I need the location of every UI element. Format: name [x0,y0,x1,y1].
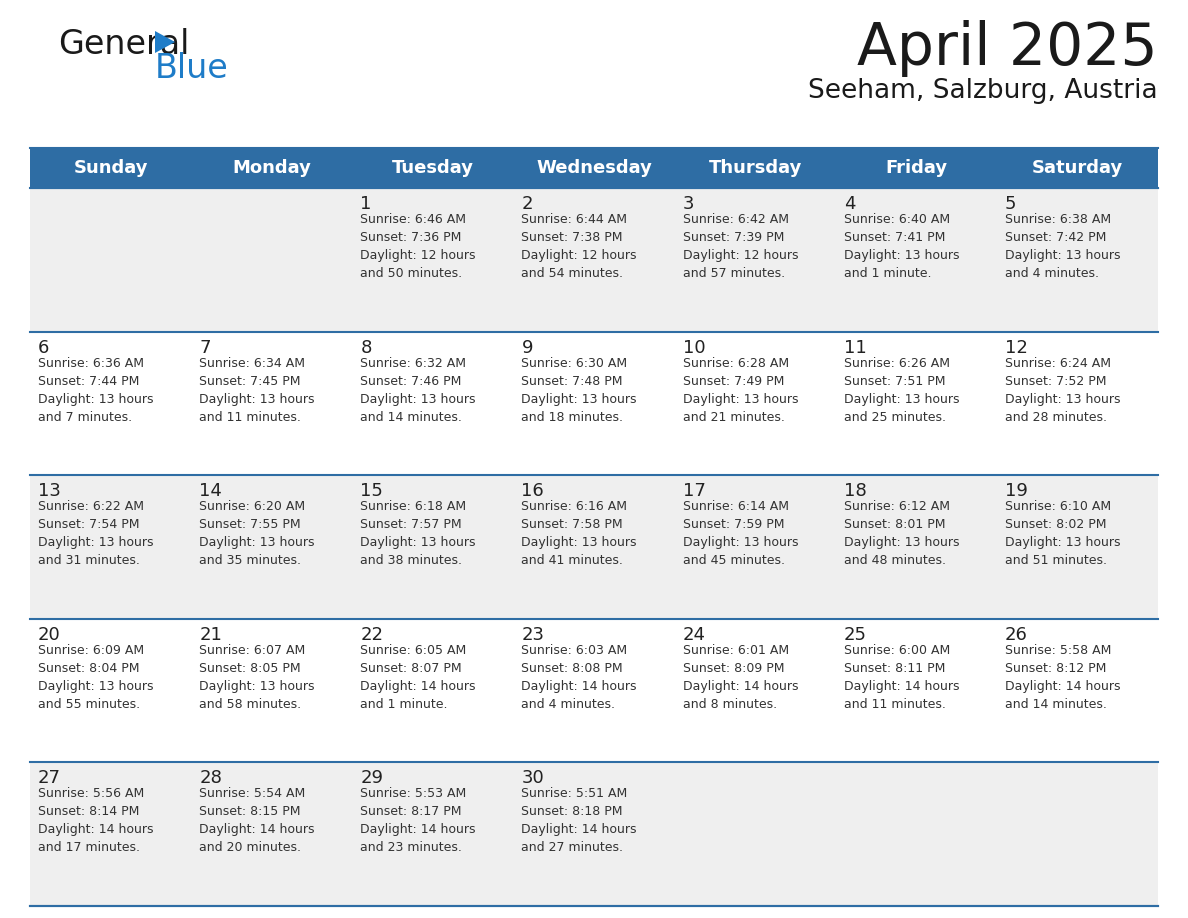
Text: Sunrise: 6:18 AM
Sunset: 7:57 PM
Daylight: 13 hours
and 38 minutes.: Sunrise: 6:18 AM Sunset: 7:57 PM Dayligh… [360,500,475,567]
Text: 1: 1 [360,195,372,213]
Text: Sunrise: 6:42 AM
Sunset: 7:39 PM
Daylight: 12 hours
and 57 minutes.: Sunrise: 6:42 AM Sunset: 7:39 PM Dayligh… [683,213,798,280]
Text: 13: 13 [38,482,61,500]
Text: Wednesday: Wednesday [536,159,652,177]
Text: Sunrise: 5:51 AM
Sunset: 8:18 PM
Daylight: 14 hours
and 27 minutes.: Sunrise: 5:51 AM Sunset: 8:18 PM Dayligh… [522,788,637,855]
Text: 27: 27 [38,769,61,788]
Text: Sunrise: 5:58 AM
Sunset: 8:12 PM
Daylight: 14 hours
and 14 minutes.: Sunrise: 5:58 AM Sunset: 8:12 PM Dayligh… [1005,644,1120,711]
Text: 25: 25 [843,626,867,644]
Text: Sunrise: 6:26 AM
Sunset: 7:51 PM
Daylight: 13 hours
and 25 minutes.: Sunrise: 6:26 AM Sunset: 7:51 PM Dayligh… [843,356,959,423]
Text: Sunrise: 6:00 AM
Sunset: 8:11 PM
Daylight: 14 hours
and 11 minutes.: Sunrise: 6:00 AM Sunset: 8:11 PM Dayligh… [843,644,959,711]
Text: Sunrise: 6:16 AM
Sunset: 7:58 PM
Daylight: 13 hours
and 41 minutes.: Sunrise: 6:16 AM Sunset: 7:58 PM Dayligh… [522,500,637,567]
Text: Friday: Friday [885,159,947,177]
Text: Sunrise: 6:30 AM
Sunset: 7:48 PM
Daylight: 13 hours
and 18 minutes.: Sunrise: 6:30 AM Sunset: 7:48 PM Dayligh… [522,356,637,423]
Bar [30,476,1158,619]
Text: Sunrise: 6:01 AM
Sunset: 8:09 PM
Daylight: 14 hours
and 8 minutes.: Sunrise: 6:01 AM Sunset: 8:09 PM Dayligh… [683,644,798,711]
Text: 7: 7 [200,339,210,356]
Text: Sunrise: 6:44 AM
Sunset: 7:38 PM
Daylight: 12 hours
and 54 minutes.: Sunrise: 6:44 AM Sunset: 7:38 PM Dayligh… [522,213,637,280]
Text: Seeham, Salzburg, Austria: Seeham, Salzburg, Austria [808,78,1158,104]
Text: Sunrise: 6:36 AM
Sunset: 7:44 PM
Daylight: 13 hours
and 7 minutes.: Sunrise: 6:36 AM Sunset: 7:44 PM Dayligh… [38,356,153,423]
Text: 4: 4 [843,195,855,213]
Text: 24: 24 [683,626,706,644]
Text: April 2025: April 2025 [858,20,1158,77]
Text: 5: 5 [1005,195,1017,213]
Bar [30,148,1158,188]
Text: 14: 14 [200,482,222,500]
Text: 21: 21 [200,626,222,644]
Text: Monday: Monday [233,159,311,177]
Text: Sunrise: 6:40 AM
Sunset: 7:41 PM
Daylight: 13 hours
and 1 minute.: Sunrise: 6:40 AM Sunset: 7:41 PM Dayligh… [843,213,959,280]
Text: 9: 9 [522,339,533,356]
Text: Sunrise: 6:22 AM
Sunset: 7:54 PM
Daylight: 13 hours
and 31 minutes.: Sunrise: 6:22 AM Sunset: 7:54 PM Dayligh… [38,500,153,567]
Bar [30,188,1158,331]
Text: 20: 20 [38,626,61,644]
Text: Sunrise: 5:54 AM
Sunset: 8:15 PM
Daylight: 14 hours
and 20 minutes.: Sunrise: 5:54 AM Sunset: 8:15 PM Dayligh… [200,788,315,855]
Text: Sunrise: 6:32 AM
Sunset: 7:46 PM
Daylight: 13 hours
and 14 minutes.: Sunrise: 6:32 AM Sunset: 7:46 PM Dayligh… [360,356,475,423]
Text: Sunrise: 6:20 AM
Sunset: 7:55 PM
Daylight: 13 hours
and 35 minutes.: Sunrise: 6:20 AM Sunset: 7:55 PM Dayligh… [200,500,315,567]
Text: 15: 15 [360,482,384,500]
Text: Sunrise: 6:34 AM
Sunset: 7:45 PM
Daylight: 13 hours
and 11 minutes.: Sunrise: 6:34 AM Sunset: 7:45 PM Dayligh… [200,356,315,423]
Text: Sunrise: 6:46 AM
Sunset: 7:36 PM
Daylight: 12 hours
and 50 minutes.: Sunrise: 6:46 AM Sunset: 7:36 PM Dayligh… [360,213,475,280]
Text: Sunrise: 6:10 AM
Sunset: 8:02 PM
Daylight: 13 hours
and 51 minutes.: Sunrise: 6:10 AM Sunset: 8:02 PM Dayligh… [1005,500,1120,567]
Bar [30,331,1158,476]
Text: 22: 22 [360,626,384,644]
Text: General: General [58,28,189,61]
Text: 6: 6 [38,339,50,356]
Text: 16: 16 [522,482,544,500]
Text: Sunrise: 6:12 AM
Sunset: 8:01 PM
Daylight: 13 hours
and 48 minutes.: Sunrise: 6:12 AM Sunset: 8:01 PM Dayligh… [843,500,959,567]
Text: Sunrise: 6:24 AM
Sunset: 7:52 PM
Daylight: 13 hours
and 28 minutes.: Sunrise: 6:24 AM Sunset: 7:52 PM Dayligh… [1005,356,1120,423]
Text: 3: 3 [683,195,694,213]
Text: 18: 18 [843,482,866,500]
Text: Saturday: Saturday [1032,159,1123,177]
Text: Sunrise: 6:07 AM
Sunset: 8:05 PM
Daylight: 13 hours
and 58 minutes.: Sunrise: 6:07 AM Sunset: 8:05 PM Dayligh… [200,644,315,711]
Text: Sunrise: 5:56 AM
Sunset: 8:14 PM
Daylight: 14 hours
and 17 minutes.: Sunrise: 5:56 AM Sunset: 8:14 PM Dayligh… [38,788,153,855]
Text: 8: 8 [360,339,372,356]
Text: 10: 10 [683,339,706,356]
Text: 12: 12 [1005,339,1028,356]
Text: Sunrise: 6:38 AM
Sunset: 7:42 PM
Daylight: 13 hours
and 4 minutes.: Sunrise: 6:38 AM Sunset: 7:42 PM Dayligh… [1005,213,1120,280]
Text: Sunrise: 6:14 AM
Sunset: 7:59 PM
Daylight: 13 hours
and 45 minutes.: Sunrise: 6:14 AM Sunset: 7:59 PM Dayligh… [683,500,798,567]
Text: 29: 29 [360,769,384,788]
Text: Thursday: Thursday [708,159,802,177]
Bar [30,619,1158,763]
Text: Blue: Blue [154,52,229,85]
Text: Sunrise: 6:28 AM
Sunset: 7:49 PM
Daylight: 13 hours
and 21 minutes.: Sunrise: 6:28 AM Sunset: 7:49 PM Dayligh… [683,356,798,423]
Polygon shape [154,31,175,53]
Text: 26: 26 [1005,626,1028,644]
Text: 30: 30 [522,769,544,788]
Text: 23: 23 [522,626,544,644]
Text: Sunrise: 6:09 AM
Sunset: 8:04 PM
Daylight: 13 hours
and 55 minutes.: Sunrise: 6:09 AM Sunset: 8:04 PM Dayligh… [38,644,153,711]
Text: Sunday: Sunday [74,159,147,177]
Text: 19: 19 [1005,482,1028,500]
Bar [30,763,1158,906]
Text: Sunrise: 6:05 AM
Sunset: 8:07 PM
Daylight: 14 hours
and 1 minute.: Sunrise: 6:05 AM Sunset: 8:07 PM Dayligh… [360,644,475,711]
Text: 2: 2 [522,195,533,213]
Text: 17: 17 [683,482,706,500]
Text: Tuesday: Tuesday [392,159,474,177]
Text: 11: 11 [843,339,866,356]
Text: 28: 28 [200,769,222,788]
Text: Sunrise: 5:53 AM
Sunset: 8:17 PM
Daylight: 14 hours
and 23 minutes.: Sunrise: 5:53 AM Sunset: 8:17 PM Dayligh… [360,788,475,855]
Text: Sunrise: 6:03 AM
Sunset: 8:08 PM
Daylight: 14 hours
and 4 minutes.: Sunrise: 6:03 AM Sunset: 8:08 PM Dayligh… [522,644,637,711]
